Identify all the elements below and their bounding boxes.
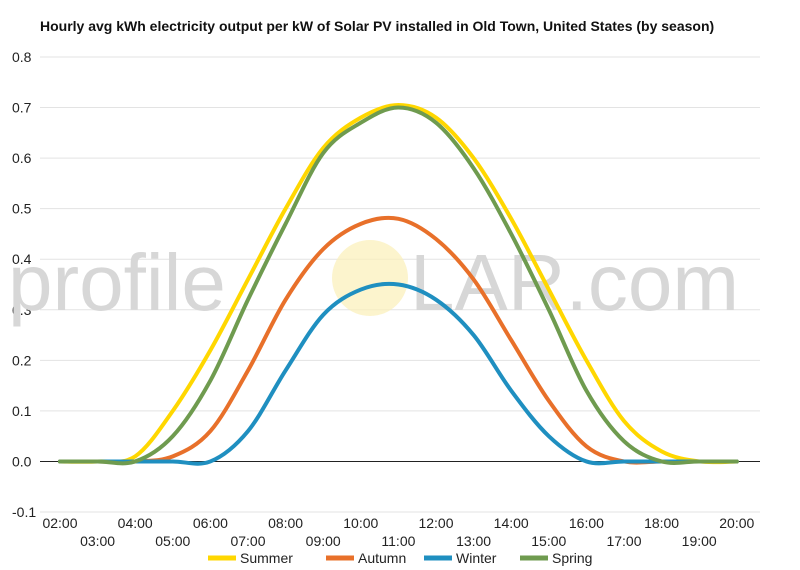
x-tick-label: 06:00: [193, 515, 228, 531]
y-tick-label: 0.4: [12, 251, 32, 267]
y-tick-label: 0.1: [12, 403, 32, 419]
x-axis-ticks: 02:0003:0004:0005:0006:0007:0008:0009:00…: [42, 515, 754, 549]
x-tick-label: 10:00: [343, 515, 378, 531]
chart-title: Hourly avg kWh electricity output per kW…: [40, 18, 715, 34]
legend-label-spring: Spring: [552, 550, 592, 566]
series-line-spring: [58, 105, 739, 466]
y-tick-label: 0.2: [12, 352, 32, 368]
x-tick-label: 19:00: [682, 533, 717, 549]
x-tick-label: 08:00: [268, 515, 303, 531]
x-tick-label: 05:00: [155, 533, 190, 549]
x-tick-label: 04:00: [118, 515, 153, 531]
series-line-summer: [58, 103, 739, 465]
legend-label-autumn: Autumn: [358, 550, 406, 566]
legend-label-summer: Summer: [240, 550, 293, 566]
x-tick-label: 02:00: [42, 515, 77, 531]
y-tick-label: -0.1: [12, 504, 36, 520]
y-axis-ticks: -0.1 0.0 0.1 0.2 0.3 0.4 0.5 0.6 0.7 0.8: [12, 49, 36, 520]
x-tick-label: 15:00: [531, 533, 566, 549]
x-tick-label: 18:00: [644, 515, 679, 531]
series-line-winter: [58, 281, 739, 466]
y-tick-label: 0.8: [12, 49, 32, 65]
y-tick-label: 0.7: [12, 100, 32, 116]
y-tick-label: 0.0: [12, 453, 32, 469]
x-tick-label: 12:00: [418, 515, 453, 531]
x-tick-label: 09:00: [306, 533, 341, 549]
x-tick-label: 14:00: [494, 515, 529, 531]
x-tick-label: 11:00: [381, 533, 415, 549]
x-tick-label: 03:00: [80, 533, 115, 549]
watermark-left: profile: [8, 238, 226, 327]
x-tick-label: 17:00: [606, 533, 641, 549]
x-tick-label: 16:00: [569, 515, 604, 531]
watermark-sun-icon: [332, 240, 408, 316]
x-tick-label: 13:00: [456, 533, 491, 549]
legend-label-winter: Winter: [456, 550, 497, 566]
y-tick-label: 0.5: [12, 201, 32, 217]
legend: Summer Autumn Winter Spring: [208, 550, 592, 566]
watermark: profile LAR.com: [8, 238, 739, 327]
x-tick-label: 20:00: [719, 515, 754, 531]
series-lines: [58, 103, 739, 466]
y-tick-label: 0.3: [12, 302, 32, 318]
watermark-right: LAR.com: [410, 238, 739, 327]
y-tick-label: 0.6: [12, 150, 32, 166]
x-tick-label: 07:00: [230, 533, 265, 549]
